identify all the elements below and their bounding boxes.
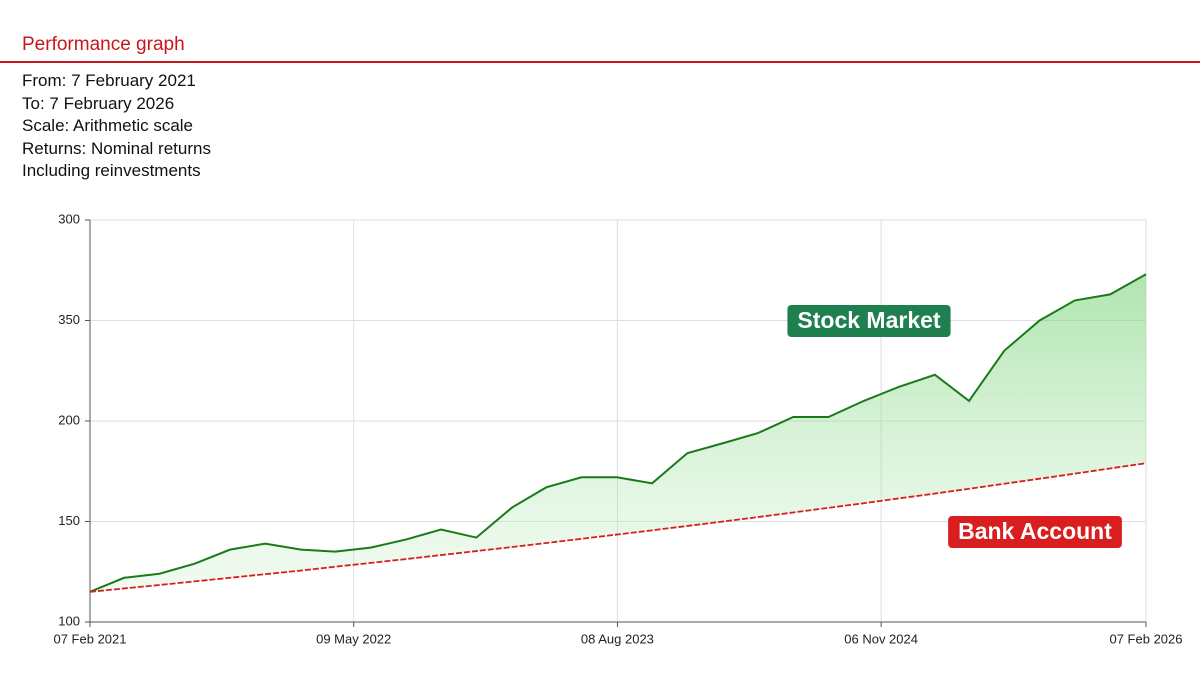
line bbox=[89, 273, 1147, 593]
y-tick-label: 100 bbox=[58, 613, 80, 628]
info-line: To: 7 February 2026 bbox=[22, 93, 175, 113]
page-title: Performance graph bbox=[22, 34, 185, 55]
area-fill bbox=[90, 274, 1146, 592]
info-line: Returns: Nominal returns bbox=[22, 138, 211, 158]
legend-label: Stock Market bbox=[797, 307, 941, 333]
legend-label: Bank Account bbox=[958, 518, 1112, 544]
x-tick-label: 07 Feb 2026 bbox=[1109, 631, 1182, 646]
y-tick-label: 350 bbox=[58, 312, 80, 327]
legend-item: Stock Market bbox=[787, 305, 951, 337]
y-tick-label: 150 bbox=[58, 513, 80, 528]
info-line: Including reinvestments bbox=[22, 161, 201, 180]
x-tick-label: 07 Feb 2021 bbox=[53, 631, 126, 646]
info-line: From: 7 February 2021 bbox=[22, 71, 196, 90]
info-block: From: 7 February 2021 To: 7 February 202… bbox=[22, 70, 211, 183]
line bbox=[89, 462, 1147, 593]
legend-item: Bank Account bbox=[948, 516, 1122, 548]
title-rule bbox=[0, 61, 1200, 63]
x-tick-label: 08 Aug 2023 bbox=[581, 631, 654, 646]
x-tick-label: 06 Nov 2024 bbox=[844, 631, 918, 646]
x-tick-label: 09 May 2022 bbox=[316, 631, 391, 646]
y-tick-label: 200 bbox=[58, 412, 80, 427]
info-line: Scale: Arithmetic scale bbox=[22, 116, 194, 135]
legend-box bbox=[787, 305, 951, 337]
legend-box bbox=[948, 516, 1122, 548]
y-tick-label: 300 bbox=[58, 211, 80, 226]
